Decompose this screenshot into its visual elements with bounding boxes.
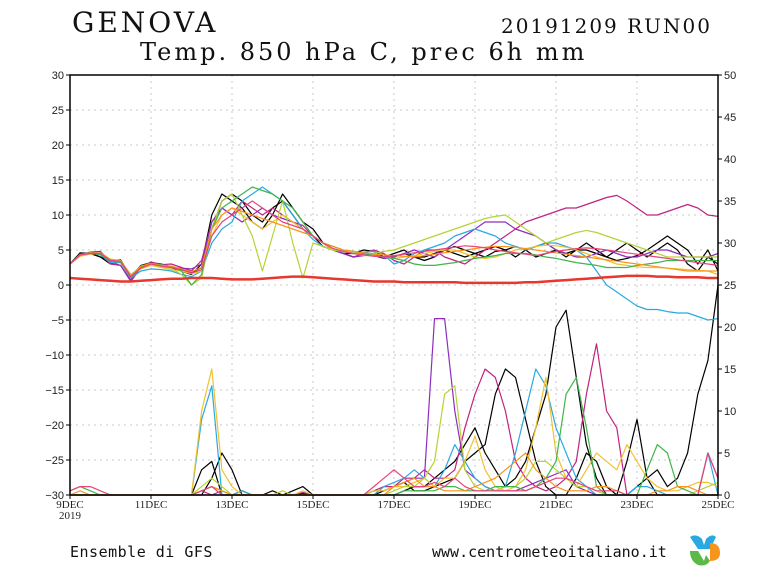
right-tick-label: 25: [724, 280, 736, 292]
left-axis: 30 25 20 15 10 5 0 −5 −10 −15 −20 −25 −30: [45, 70, 70, 502]
climatology-line: [69, 274, 718, 285]
temp-line-member-08: [69, 186, 718, 286]
climatology-line-path: [69, 274, 718, 285]
x-tick-label: 13DEC: [216, 499, 249, 511]
right-tick-label: 15: [724, 364, 736, 376]
right-tick-label: 45: [724, 112, 736, 124]
x-tick-label: 9DEC: [56, 499, 84, 511]
x-tick-label: 17DEC: [378, 499, 411, 511]
right-tick-label: 35: [724, 196, 736, 208]
left-tick-label: 10: [52, 210, 64, 222]
left-tick-label: −15: [45, 385, 64, 397]
right-tick-label: 30: [724, 238, 736, 250]
left-tick-label: −20: [45, 420, 64, 432]
temp-line-member-03: [69, 194, 719, 283]
x-tick-label: 25DEC: [702, 499, 735, 511]
x-tick-label: 11DEC: [135, 499, 168, 511]
right-tick-label: 5: [724, 448, 730, 460]
centrometeo-logo-icon: [690, 535, 720, 566]
x-tick-label: 15DEC: [297, 499, 330, 511]
right-tick-label: 0: [724, 490, 730, 502]
x-tick-label: 19DEC: [459, 499, 492, 511]
left-tick-label: −5: [51, 315, 64, 327]
temp-line-member-07: [69, 193, 718, 286]
website-link[interactable]: www.centrometeoitaliano.it: [432, 543, 667, 561]
grid-lines: [70, 75, 718, 495]
left-tick-label: 30: [52, 70, 64, 82]
left-tick-label: 20: [52, 140, 64, 152]
city-title: GENOVA: [72, 6, 219, 39]
left-tick-label: −25: [45, 455, 64, 467]
right-tick-label: 10: [724, 406, 736, 418]
x-axis: 9DEC 11DEC 13DEC 15DEC 17DEC 19DEC 21DEC 23DEC 2…: [56, 495, 735, 522]
left-tick-label: −10: [45, 350, 64, 362]
x-tick-label: 23DEC: [621, 499, 654, 511]
left-tick-label: 15: [52, 175, 64, 187]
x-tick-label: 21DEC: [540, 499, 573, 511]
temperature-series: [69, 186, 719, 321]
right-tick-label: 20: [724, 322, 736, 334]
left-tick-label: 25: [52, 105, 64, 117]
right-tick-label: 40: [724, 154, 736, 166]
model-label: Ensemble di GFS: [70, 543, 213, 561]
left-tick-label: 0: [58, 280, 64, 292]
left-tick-label: 5: [58, 245, 64, 257]
temp-line-member-05: [69, 186, 719, 321]
prec-line-member-02: [70, 309, 718, 496]
chart-subtitle: Temp. 850 hPa C, prec 6h mm: [140, 38, 588, 66]
x-year-label: 2019: [59, 510, 82, 522]
temp-line-member-10: [69, 200, 719, 278]
run-label: 20191209 RUN00: [500, 14, 712, 38]
right-tick-label: 50: [724, 70, 736, 82]
left-tick-label: −30: [45, 490, 64, 502]
